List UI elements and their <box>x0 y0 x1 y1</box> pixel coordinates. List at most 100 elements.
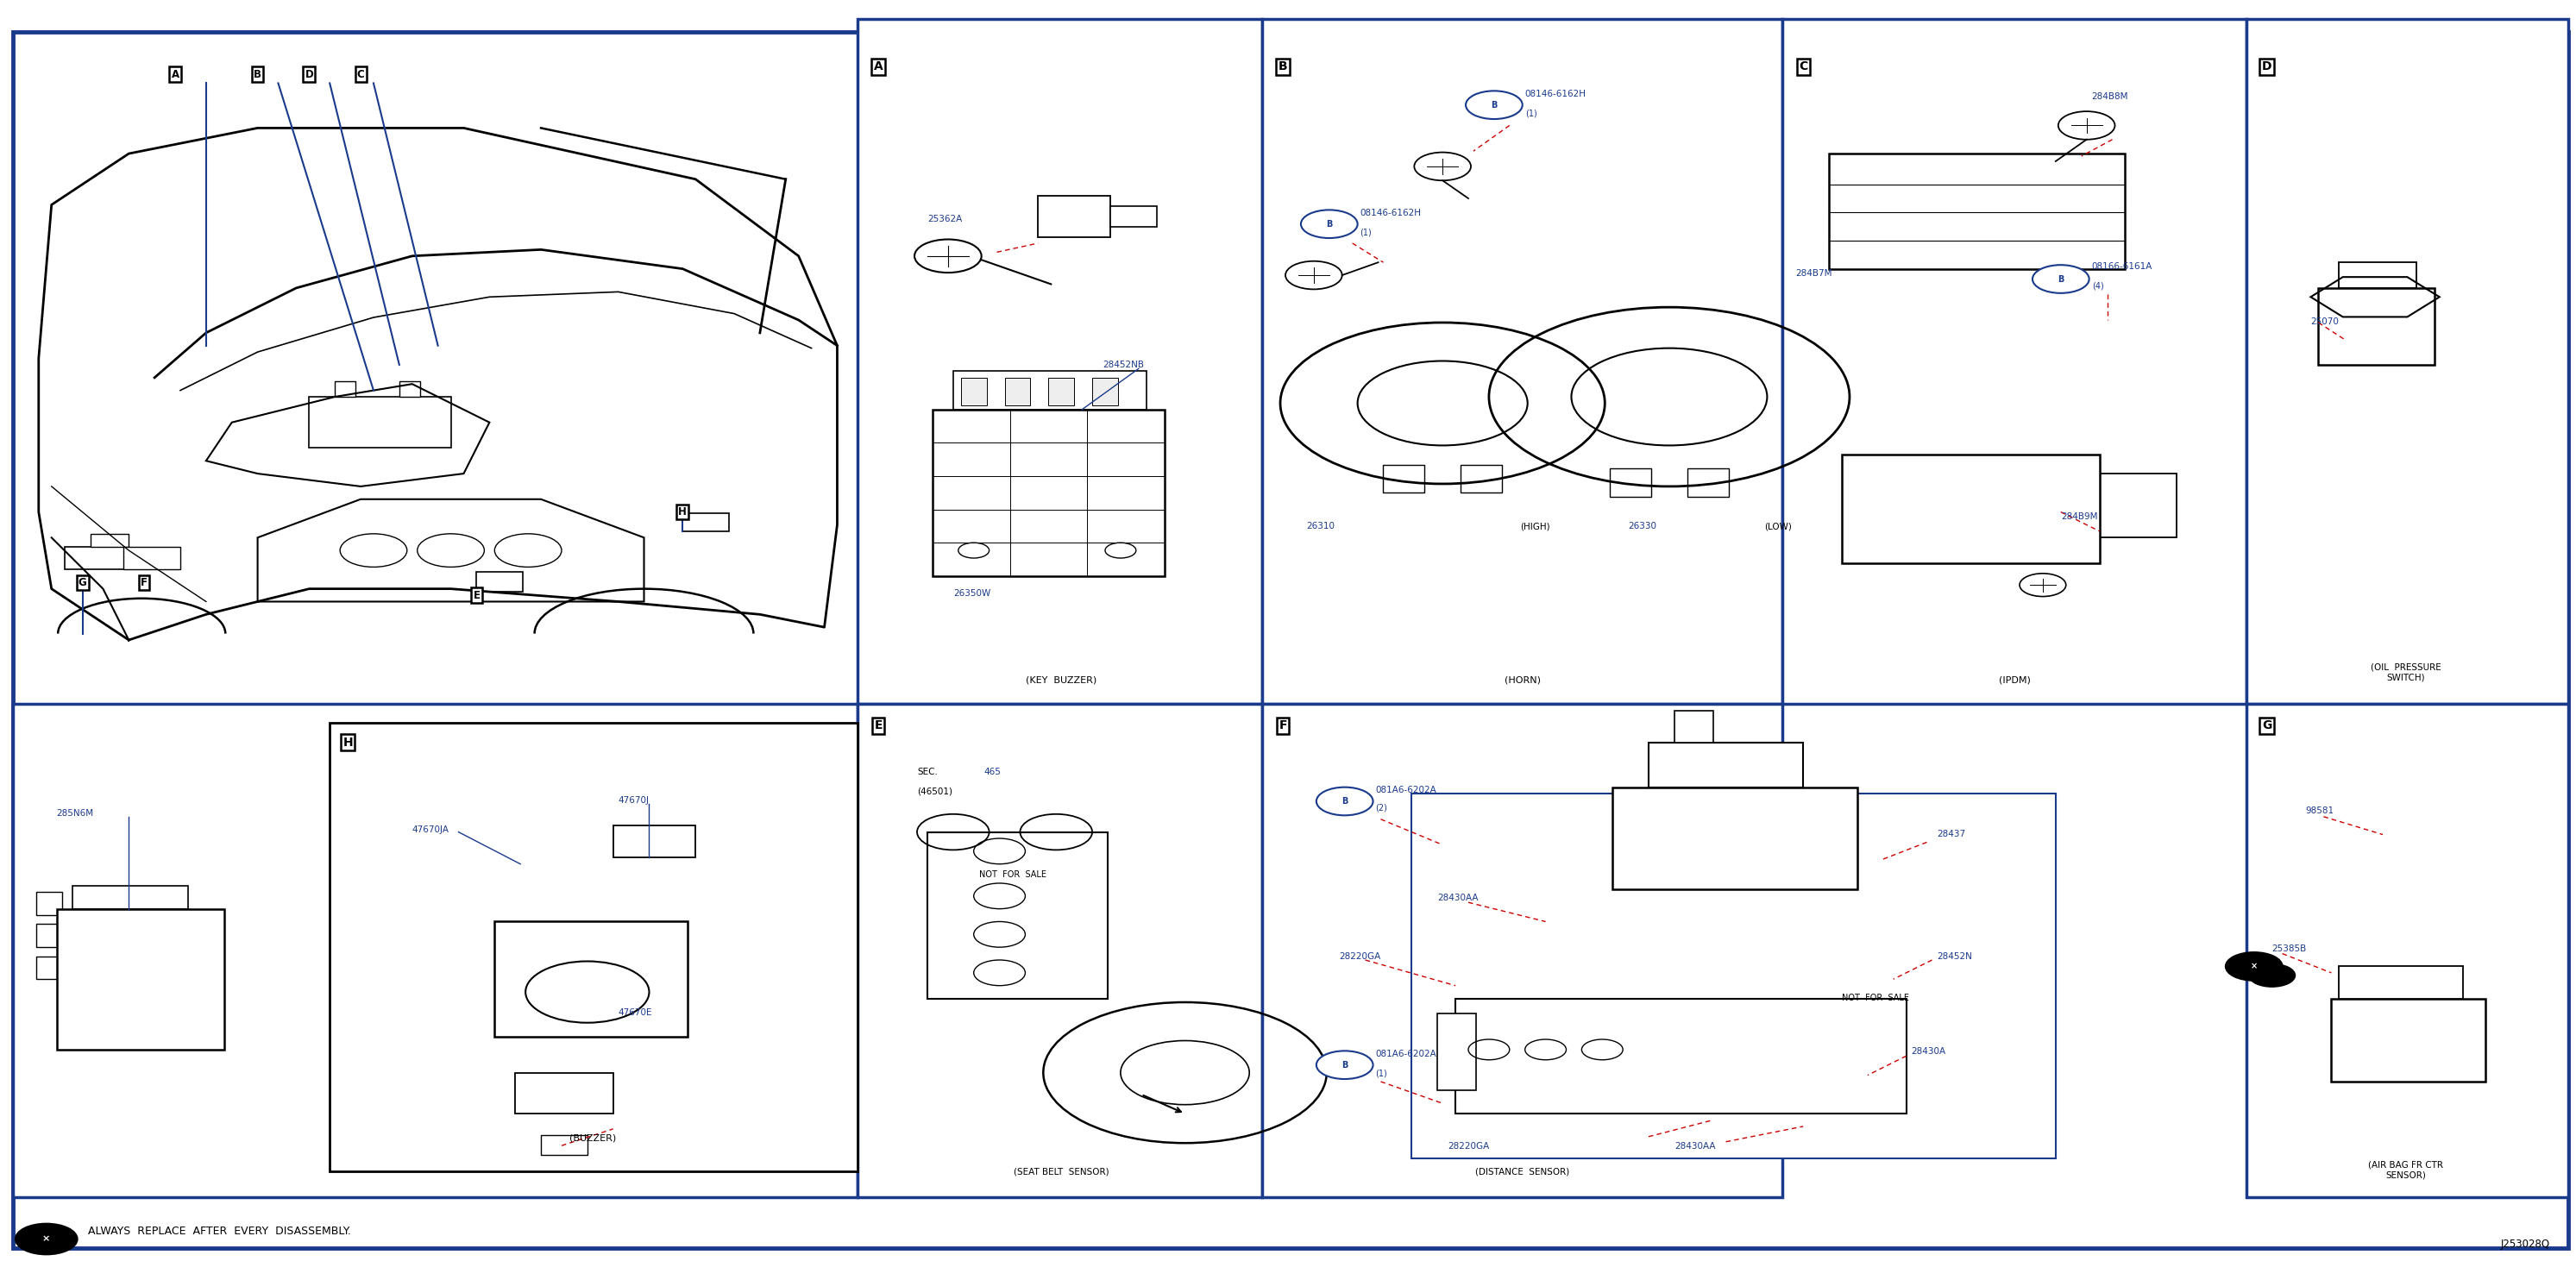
Text: 28430AA: 28430AA <box>1674 1142 1716 1151</box>
Bar <box>1383 465 1425 493</box>
Text: 47670JA: 47670JA <box>412 826 448 835</box>
Bar <box>1437 1014 1476 1091</box>
Bar <box>64 547 129 570</box>
Bar <box>309 397 451 448</box>
Text: 28430AA: 28430AA <box>1437 893 1479 902</box>
Bar <box>1674 710 1713 742</box>
Bar <box>927 832 1108 998</box>
Text: D: D <box>304 69 314 79</box>
Circle shape <box>2249 964 2295 987</box>
Bar <box>477 572 523 591</box>
Circle shape <box>1316 1051 1373 1079</box>
Bar <box>2339 966 2463 998</box>
Bar <box>330 723 858 1171</box>
Bar <box>515 1073 613 1114</box>
Text: G: G <box>77 577 88 588</box>
Bar <box>399 381 420 397</box>
Bar <box>2354 970 2380 996</box>
Bar <box>2421 970 2447 996</box>
Bar <box>2246 19 2568 704</box>
Text: B: B <box>1327 220 1332 228</box>
Text: J253028Q: J253028Q <box>2501 1239 2550 1249</box>
Text: (SEAT BELT  SENSOR): (SEAT BELT SENSOR) <box>1012 1167 1110 1176</box>
Text: (AIR BAG FR CTR
SENSOR): (AIR BAG FR CTR SENSOR) <box>2367 1161 2445 1180</box>
Bar <box>541 1135 587 1155</box>
Text: F: F <box>142 577 147 588</box>
Text: NOT  FOR  SALE: NOT FOR SALE <box>979 870 1046 879</box>
Bar <box>1110 206 1157 227</box>
Bar <box>1262 19 1783 704</box>
Text: SEC.: SEC. <box>917 768 938 777</box>
Bar <box>335 381 355 397</box>
Text: (2): (2) <box>1376 804 1388 813</box>
Bar <box>613 826 696 858</box>
Text: 28437: 28437 <box>1937 829 1965 838</box>
Text: ALWAYS  REPLACE  AFTER  EVERY  DISASSEMBLY.: ALWAYS REPLACE AFTER EVERY DISASSEMBLY. <box>88 1226 350 1236</box>
Bar <box>36 892 62 915</box>
Text: (1): (1) <box>1376 1069 1388 1078</box>
Text: (HORN): (HORN) <box>1504 676 1540 685</box>
Text: 08146-6162H: 08146-6162H <box>1360 209 1422 218</box>
Bar <box>2246 704 2568 1197</box>
Text: 28220GA: 28220GA <box>1448 1142 1489 1151</box>
Bar <box>1610 468 1651 497</box>
Circle shape <box>1316 787 1373 815</box>
Text: H: H <box>677 507 688 517</box>
Text: (HIGH): (HIGH) <box>1520 522 1551 531</box>
Text: ×: × <box>2251 963 2257 970</box>
Text: 28220GA: 28220GA <box>1340 952 1381 961</box>
Text: (4): (4) <box>2092 282 2105 291</box>
Bar <box>124 547 180 570</box>
Bar <box>1783 19 2246 704</box>
Bar <box>1461 465 1502 493</box>
Bar <box>1005 378 1030 406</box>
Text: ×: × <box>41 1235 52 1243</box>
Bar <box>495 922 688 1037</box>
Text: (1): (1) <box>1525 109 1538 118</box>
Text: E: E <box>474 590 479 600</box>
Bar <box>1048 378 1074 406</box>
Text: 25362A: 25362A <box>927 215 961 224</box>
Bar <box>1092 378 1118 406</box>
Text: B: B <box>1278 60 1288 73</box>
Text: (DISTANCE  SENSOR): (DISTANCE SENSOR) <box>1476 1167 1569 1176</box>
Bar <box>1038 196 1110 237</box>
Circle shape <box>1301 210 1358 238</box>
Text: B: B <box>252 69 263 79</box>
Text: 465: 465 <box>984 768 1002 777</box>
Text: D: D <box>2262 60 2272 73</box>
Bar <box>1262 704 1783 1197</box>
Circle shape <box>1466 91 1522 119</box>
Text: 26350W: 26350W <box>953 589 989 598</box>
Text: C: C <box>1798 60 1808 73</box>
Circle shape <box>15 1224 77 1254</box>
Bar <box>1687 468 1728 497</box>
Circle shape <box>2032 265 2089 293</box>
Text: 284B7M: 284B7M <box>1795 269 1832 278</box>
Bar <box>90 534 129 547</box>
Circle shape <box>2226 952 2282 980</box>
Bar <box>1613 787 1857 890</box>
Text: 28452NB: 28452NB <box>1103 361 1144 370</box>
Bar <box>953 371 1146 410</box>
Text: 285N6M: 285N6M <box>57 809 93 818</box>
Bar <box>57 909 224 1050</box>
Text: 284B9M: 284B9M <box>2061 512 2097 521</box>
Text: 26330: 26330 <box>1628 522 1656 531</box>
Bar <box>2388 970 2414 996</box>
Text: C: C <box>358 69 363 79</box>
Text: B: B <box>1342 797 1347 805</box>
Bar <box>858 19 1262 704</box>
Text: A: A <box>873 60 884 73</box>
Text: (46501): (46501) <box>917 787 953 796</box>
Text: F: F <box>1278 719 1288 732</box>
Text: A: A <box>170 69 180 79</box>
Bar <box>2318 288 2434 365</box>
Bar <box>36 956 62 979</box>
Text: 081A6-6202A: 081A6-6202A <box>1376 786 1437 795</box>
Text: B: B <box>1342 1061 1347 1069</box>
Text: NOT  FOR  SALE: NOT FOR SALE <box>1842 993 1909 1002</box>
Text: (1): (1) <box>1360 228 1373 237</box>
Bar <box>72 886 188 909</box>
Bar <box>1842 454 2099 563</box>
